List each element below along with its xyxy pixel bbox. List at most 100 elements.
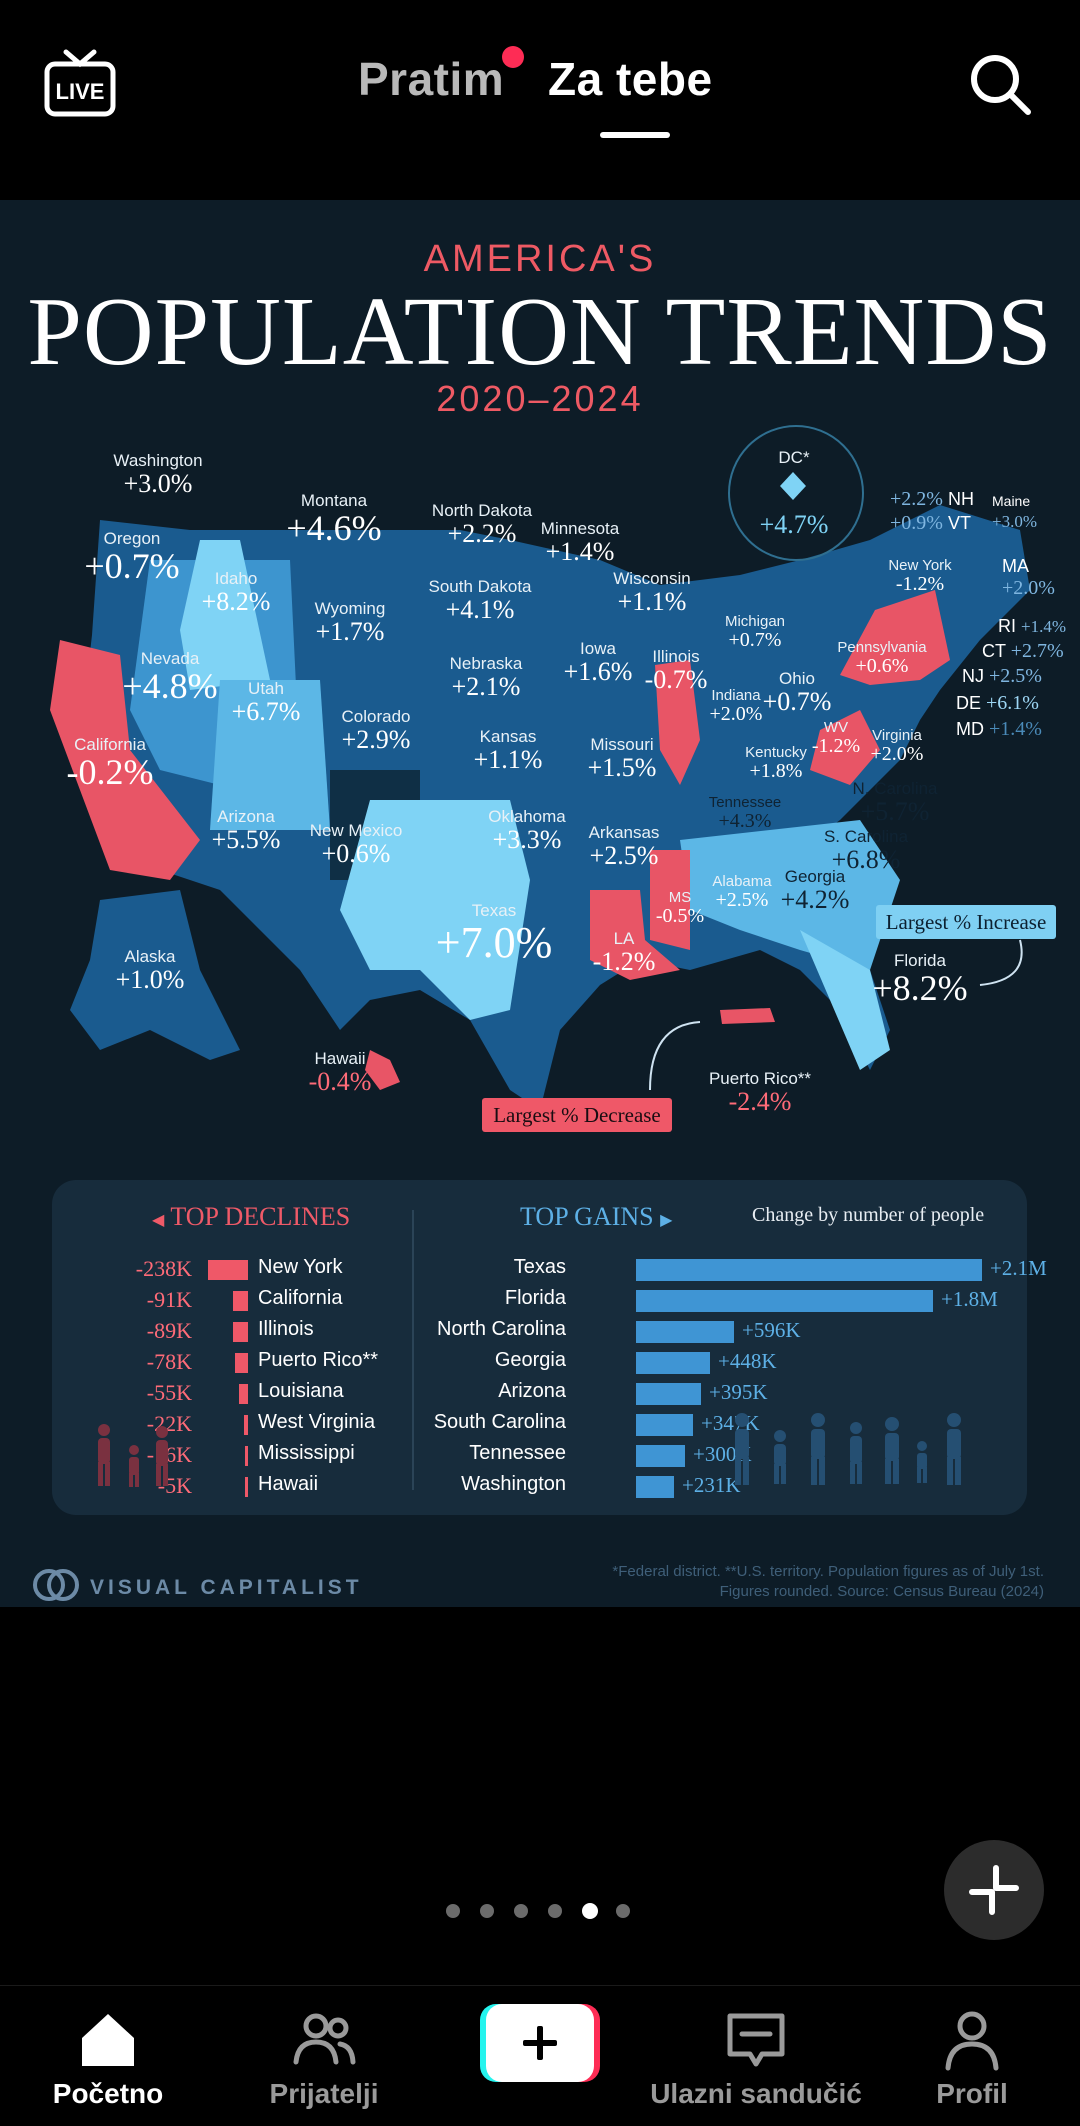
gain-name: Washington bbox=[461, 1473, 566, 1495]
gain-bar bbox=[636, 1383, 701, 1405]
map-hawaii bbox=[365, 1050, 400, 1090]
carousel-dot[interactable] bbox=[548, 1904, 562, 1918]
tab-for-you[interactable]: Za tebe bbox=[548, 53, 713, 105]
collapse-button[interactable] bbox=[944, 1840, 1044, 1940]
gain-bar bbox=[636, 1352, 710, 1374]
state-label-florida: Florida +8.2% bbox=[872, 951, 968, 1008]
live-icon[interactable]: LIVE bbox=[42, 44, 118, 120]
state-label-oregon: Oregon +0.7% bbox=[84, 529, 180, 586]
gain-bar bbox=[636, 1414, 693, 1436]
gain-name: North Carolina bbox=[437, 1318, 566, 1340]
state-label-alabama: Alabama +2.5% bbox=[712, 873, 772, 911]
nav-inbox[interactable]: Ulazni sandučić bbox=[650, 1986, 862, 2126]
gain-name: Texas bbox=[513, 1256, 566, 1278]
gain-name: Arizona bbox=[498, 1380, 566, 1402]
decline-value: -22K bbox=[146, 1411, 192, 1436]
carousel-dot[interactable] bbox=[480, 1904, 494, 1918]
gain-value: +2.1M bbox=[990, 1256, 1047, 1280]
state-label-montana: Montana +4.6% bbox=[286, 491, 382, 548]
nav-profile[interactable]: Profil bbox=[872, 1986, 1072, 2126]
dc-value: +4.7% bbox=[759, 510, 829, 539]
ne-label-ma: MA +2.0% bbox=[1002, 556, 1055, 599]
gain-bar bbox=[636, 1259, 982, 1281]
state-label-arizona: Arizona +5.5% bbox=[211, 807, 281, 854]
map-louisiana bbox=[590, 890, 680, 980]
decline-value: -16K bbox=[146, 1442, 192, 1467]
decline-row: -16K Mississippi bbox=[52, 1442, 412, 1470]
infographic-image: AMERICA'S POPULATION TRENDS 2020–2024 Wa… bbox=[0, 200, 1080, 1607]
create-button[interactable] bbox=[480, 2004, 600, 2082]
nav-friends[interactable]: Prijatelji bbox=[224, 1986, 424, 2126]
ne-label-vt: +0.9% VT bbox=[890, 512, 971, 534]
tab-following[interactable]: Pratim bbox=[358, 53, 505, 105]
state-label-ohio: Ohio +0.7% bbox=[762, 669, 832, 716]
state-label-alaska: Alaska +1.0% bbox=[115, 947, 185, 994]
change-note: Change by number of people bbox=[752, 1204, 985, 1226]
map-puerto-rico bbox=[720, 1008, 775, 1024]
decline-name: Puerto Rico** bbox=[258, 1349, 379, 1371]
state-label-puerto-rico: Puerto Rico** -2.4% bbox=[708, 1069, 812, 1116]
decline-row: -238K New York bbox=[52, 1256, 412, 1284]
decline-bar bbox=[239, 1384, 248, 1404]
plus-icon bbox=[480, 2004, 600, 2082]
decline-row: -55K Louisiana bbox=[52, 1380, 412, 1408]
state-label-washington: Washington +3.0% bbox=[113, 451, 203, 498]
dc-shape-icon bbox=[780, 472, 806, 500]
gain-value: +395K bbox=[709, 1380, 768, 1404]
friends-icon bbox=[293, 2013, 356, 2065]
state-label-new-mexico: New Mexico +0.6% bbox=[309, 821, 403, 868]
decline-name: New York bbox=[258, 1256, 343, 1278]
decline-bar bbox=[208, 1260, 248, 1280]
decline-name: Louisiana bbox=[258, 1380, 344, 1402]
gain-row: North Carolina +596K bbox=[414, 1318, 1014, 1346]
map-west-virginia bbox=[810, 710, 880, 785]
map-southeast-light bbox=[680, 820, 900, 970]
state-label-minnesota: Minnesota +1.4% bbox=[540, 519, 620, 566]
nav-home-label: Početno bbox=[52, 2078, 164, 2109]
ne-label-ct: CT +2.7% bbox=[982, 640, 1064, 662]
state-label-utah: Utah +6.7% bbox=[231, 679, 301, 726]
gain-row: Arizona +395K bbox=[414, 1380, 1014, 1408]
carousel-dot[interactable] bbox=[582, 1903, 598, 1919]
decline-value: -91K bbox=[146, 1287, 192, 1312]
carousel-dot[interactable] bbox=[514, 1904, 528, 1918]
nav-home[interactable]: Početno bbox=[8, 1986, 208, 2126]
decline-row: -5K Hawaii bbox=[52, 1473, 412, 1501]
rankings-panel: ◀ TOP DECLINES TOP GAINS ▶ Change by num… bbox=[52, 1180, 1047, 1515]
decline-bar bbox=[233, 1322, 248, 1342]
panel-divider bbox=[412, 1210, 414, 1490]
gain-value: +448K bbox=[718, 1349, 777, 1373]
infographic-years: 2020–2024 bbox=[436, 378, 644, 419]
decline-bar bbox=[245, 1477, 248, 1497]
state-label-california: California -0.2% bbox=[66, 735, 154, 792]
decline-name: California bbox=[258, 1287, 343, 1309]
carousel-dot[interactable] bbox=[616, 1904, 630, 1918]
gain-bar bbox=[636, 1321, 734, 1343]
decline-value: -78K bbox=[146, 1349, 192, 1374]
gain-bar bbox=[636, 1476, 674, 1498]
carousel-dot[interactable] bbox=[446, 1904, 460, 1918]
gain-bar bbox=[636, 1445, 685, 1467]
nav-inbox-label: Ulazni sandučić bbox=[650, 2078, 862, 2109]
state-label-wyoming: Wyoming +1.7% bbox=[314, 599, 386, 646]
infographic-headline: POPULATION TRENDS bbox=[27, 278, 1053, 386]
gain-name: South Carolina bbox=[433, 1411, 566, 1433]
decline-row: -78K Puerto Rico** bbox=[52, 1349, 412, 1377]
gain-row: Florida +1.8M bbox=[414, 1287, 1014, 1315]
arrow-right-icon: ▶ bbox=[660, 1212, 673, 1229]
gain-value: +231K bbox=[682, 1473, 741, 1497]
search-icon[interactable] bbox=[966, 50, 1034, 118]
dc-label: DC* bbox=[778, 448, 810, 467]
decline-bar bbox=[245, 1446, 248, 1466]
state-label-louisiana: LA -1.2% bbox=[592, 929, 656, 976]
gain-row: Texas +2.1M bbox=[414, 1256, 1047, 1284]
map-texas bbox=[340, 800, 530, 1020]
state-label-illinois: Illinois -0.7% bbox=[644, 647, 708, 694]
decline-value: -55K bbox=[146, 1380, 192, 1405]
ne-label-nj: NJ +2.5% bbox=[962, 665, 1042, 687]
decline-value: -238K bbox=[135, 1256, 192, 1281]
top-bar: LIVE Pratim Za tebe bbox=[0, 0, 1080, 200]
visual-capitalist-logo bbox=[33, 1569, 79, 1601]
top-gains-title: TOP GAINS ▶ bbox=[520, 1202, 673, 1231]
collapse-icon bbox=[969, 1865, 1019, 1915]
